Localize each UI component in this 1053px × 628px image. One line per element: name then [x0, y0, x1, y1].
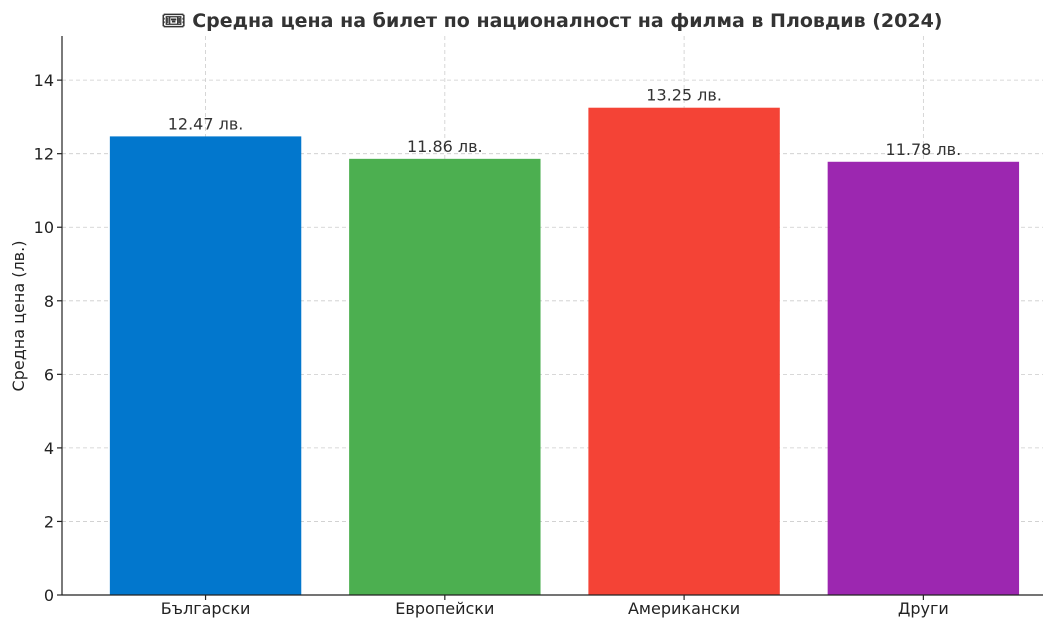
y-tick-label: 2 [44, 512, 54, 531]
bars [109, 107, 1020, 596]
x-axis-ticks: Български Европейски Американски Други [161, 595, 949, 618]
y-axis-label: Средна цена (лв.) [9, 241, 28, 392]
x-tick-label: Други [898, 599, 949, 618]
bar [588, 107, 780, 596]
x-tick-label: Европейски [395, 599, 494, 618]
y-tick-label: 10 [34, 218, 54, 237]
chart-title: 🎟 Средна цена на билет по националност н… [162, 10, 943, 32]
value-label: 12.47 лв. [168, 114, 244, 133]
value-labels: 12.47 лв. 11.86 лв. 13.25 лв. 11.78 лв. [168, 86, 961, 159]
y-tick-label: 12 [34, 145, 54, 164]
axes [61, 36, 1043, 596]
y-axis-ticks: 0 2 4 6 8 10 12 14 [34, 71, 62, 605]
y-tick-label: 14 [34, 71, 54, 90]
value-label: 11.86 лв. [407, 137, 483, 156]
bar [349, 158, 541, 596]
y-tick-label: 8 [44, 292, 54, 311]
x-tick-label: Български [161, 599, 251, 618]
bar [827, 161, 1020, 595]
value-label: 13.25 лв. [646, 86, 722, 105]
y-tick-label: 4 [44, 439, 54, 458]
bar [109, 136, 302, 595]
value-label: 11.78 лв. [886, 140, 962, 159]
y-tick-label: 0 [44, 586, 54, 605]
y-tick-label: 6 [44, 365, 54, 384]
x-tick-label: Американски [628, 599, 740, 618]
